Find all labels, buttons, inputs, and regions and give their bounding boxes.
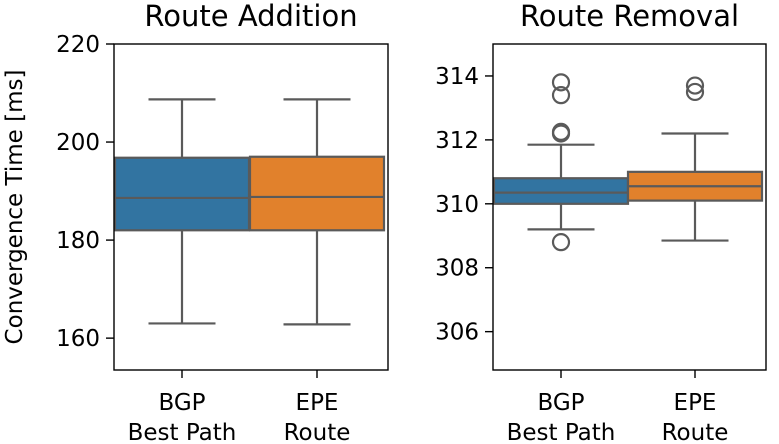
panel-1: Route Addition 160 180 200 220 Convergence Ti… xyxy=(2,0,389,444)
outlier-point xyxy=(551,122,571,141)
plot-frame xyxy=(113,43,389,371)
panel-title: Route Addition xyxy=(144,0,357,33)
box-2 xyxy=(626,76,764,242)
outlier-point xyxy=(685,76,705,95)
y-tick-label: 200 xyxy=(56,130,100,156)
box-2 xyxy=(248,98,386,326)
outlier-point xyxy=(551,73,571,92)
x-tick-label: BGP Best Path xyxy=(128,390,237,444)
y-tick-label: 312 xyxy=(435,128,479,154)
plot-frame xyxy=(492,43,767,371)
y-tick-label: 310 xyxy=(435,192,479,218)
y-tick-label: 314 xyxy=(435,64,479,90)
x-tick-label: EPE Route xyxy=(662,390,729,444)
y-axis-label: Convergence Time [ms] xyxy=(2,70,28,345)
outlier-point xyxy=(551,86,571,105)
box-iqr xyxy=(113,156,251,232)
y-tick-label: 220 xyxy=(56,32,100,58)
y-tick-label: 308 xyxy=(435,256,479,282)
outlier-point xyxy=(685,82,705,102)
box-iqr xyxy=(248,155,386,232)
box-iqr xyxy=(492,177,630,205)
panel-2: Route Removal 306 308 310 312 314 BGP Best Path… xyxy=(435,0,767,444)
outlier-point xyxy=(551,233,571,252)
y-tick-label: 160 xyxy=(56,326,100,352)
y-tick-label: 180 xyxy=(56,228,100,254)
box-1 xyxy=(113,98,251,325)
panel-title: Route Removal xyxy=(520,0,739,33)
x-tick-label: EPE Route xyxy=(284,390,351,444)
x-tick-label: BGP Best Path xyxy=(507,390,616,444)
box-1 xyxy=(492,73,630,252)
y-tick-label: 306 xyxy=(435,320,479,346)
